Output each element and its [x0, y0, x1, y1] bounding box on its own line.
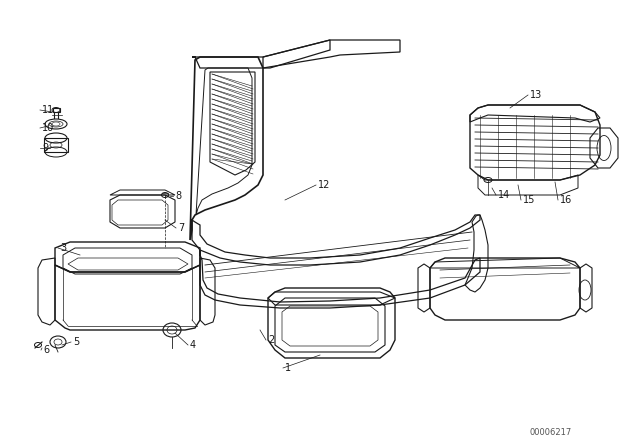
Text: 10: 10 — [42, 123, 54, 133]
Text: 00006217: 00006217 — [530, 427, 572, 436]
Text: 12: 12 — [318, 180, 330, 190]
Text: 4: 4 — [190, 340, 196, 350]
Text: 11: 11 — [42, 105, 54, 115]
Text: 3: 3 — [60, 243, 66, 253]
Text: 8: 8 — [175, 191, 181, 201]
Text: 6: 6 — [43, 345, 49, 355]
Text: 9: 9 — [42, 143, 48, 153]
Text: 16: 16 — [560, 195, 572, 205]
Text: 15: 15 — [523, 195, 536, 205]
Text: 1: 1 — [285, 363, 291, 373]
Text: 14: 14 — [498, 190, 510, 200]
Text: 5: 5 — [73, 337, 79, 347]
Text: 13: 13 — [530, 90, 542, 100]
Text: 7: 7 — [178, 223, 184, 233]
Text: 2: 2 — [268, 335, 275, 345]
